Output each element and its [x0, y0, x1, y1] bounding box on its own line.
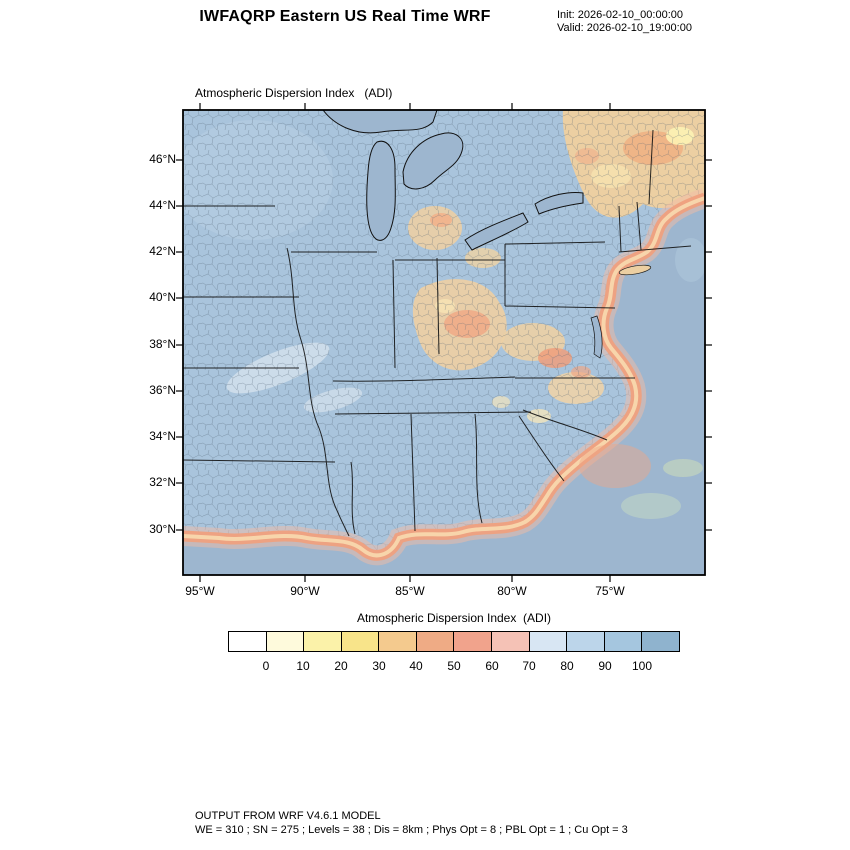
colorbar-tick: 0	[262, 659, 270, 673]
lat-tick-label: 42°N	[149, 244, 176, 258]
colorbar-tick: 50	[447, 659, 461, 673]
valid-time: Valid: 2026-02-10_19:00:00	[557, 22, 692, 34]
colorbar-tick: 90	[598, 659, 612, 673]
lat-tick-label: 34°N	[149, 429, 176, 443]
lat-tick-label: 30°N	[149, 522, 176, 536]
lon-tick-label: 95°W	[185, 584, 215, 598]
colorbar-cell	[416, 632, 455, 651]
lake-superior	[322, 110, 438, 134]
coastal-band-inner	[183, 196, 705, 558]
colorbar-tick: 100	[631, 659, 653, 673]
lake-huron	[402, 132, 464, 190]
map-plot	[176, 103, 712, 582]
map-panel	[176, 103, 712, 582]
field-label: Atmospheric Dispersion Index (ADI)	[195, 86, 393, 100]
map-frame	[182, 109, 706, 576]
long-island	[618, 264, 652, 276]
colorbar-cell	[266, 632, 305, 651]
colorbar-cell	[604, 632, 643, 651]
chesapeake-bay	[590, 315, 603, 359]
colorbar-tick: 70	[522, 659, 536, 673]
lake-ontario	[534, 192, 584, 215]
colorbar-cell	[229, 632, 267, 651]
great-lakes	[322, 110, 603, 359]
colorbar	[228, 631, 680, 652]
footer-model-line: OUTPUT FROM WRF V4.6.1 MODEL	[195, 810, 381, 822]
footer-config-line: WE = 310 ; SN = 275 ; Levels = 38 ; Dis …	[195, 824, 628, 836]
lake-erie	[464, 212, 529, 251]
lat-tick-label: 38°N	[149, 337, 176, 351]
colorbar-tick: 10	[296, 659, 310, 673]
colorbar-cell	[567, 632, 605, 651]
page-title: IWFAQRP Eastern US Real Time WRF	[199, 8, 491, 25]
state-borders	[183, 129, 692, 537]
colorbar-tick: 80	[560, 659, 574, 673]
colorbar-tick: 20	[334, 659, 348, 673]
colorbar-cell	[379, 632, 417, 651]
colorbar-tick: 60	[485, 659, 499, 673]
lake-michigan	[366, 140, 396, 241]
colorbar-title: Atmospheric Dispersion Index (ADI)	[356, 611, 552, 625]
lat-tick-label: 36°N	[149, 383, 176, 397]
init-time: Init: 2026-02-10_00:00:00	[557, 9, 683, 21]
lat-tick-label: 40°N	[149, 290, 176, 304]
colorbar-cell	[642, 632, 679, 651]
colorbar-cell	[529, 632, 568, 651]
colorbar-cell	[492, 632, 530, 651]
lon-tick-label: 75°W	[595, 584, 625, 598]
colorbar-tick-labels: 0 10 20 30 40 50 60 70 80 90 100	[228, 659, 680, 673]
lat-tick-label: 44°N	[149, 198, 176, 212]
lat-tick-label: 46°N	[149, 152, 176, 166]
colorbar-tick: 30	[372, 659, 386, 673]
colorbar-tick: 40	[409, 659, 423, 673]
colorbar-cell	[304, 632, 342, 651]
run-metadata: Init: 2026-02-10_00:00:00 Valid: 2026-02…	[557, 9, 692, 35]
lat-tick-label: 32°N	[149, 475, 176, 489]
lon-tick-label: 90°W	[290, 584, 320, 598]
colorbar-cell	[454, 632, 493, 651]
lon-tick-label: 80°W	[497, 584, 527, 598]
axis-ticks	[176, 103, 712, 582]
ocean	[183, 198, 705, 575]
colorbar-cell	[341, 632, 380, 651]
lon-tick-label: 85°W	[395, 584, 425, 598]
